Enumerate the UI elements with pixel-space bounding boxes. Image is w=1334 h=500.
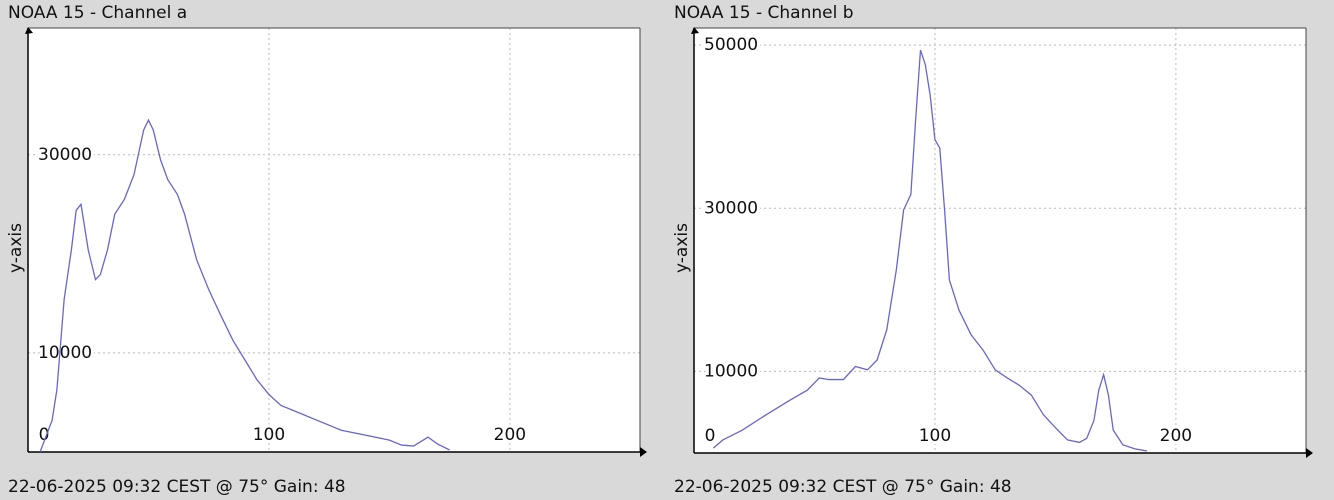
status-footer: 22-06-2025 09:32 CEST @ 75° Gain: 48 xyxy=(674,477,1012,497)
x-axis-arrow xyxy=(640,447,647,457)
y-tick-label: 30000 xyxy=(704,198,758,218)
status-footer: 22-06-2025 09:32 CEST @ 75° Gain: 48 xyxy=(8,477,346,497)
x-tick-label: 200 xyxy=(494,425,526,445)
data-line xyxy=(39,118,450,453)
y-axis-arrow xyxy=(691,27,699,34)
chart-title: NOAA 15 - Channel a xyxy=(8,3,187,23)
x-axis-arrow xyxy=(1306,448,1313,458)
chart-title: NOAA 15 - Channel b xyxy=(674,3,854,23)
x-tick-label: 100 xyxy=(253,425,285,445)
y-axis-label: y-axis xyxy=(6,223,26,273)
data-line xyxy=(712,49,1148,452)
y-tick-label: 10000 xyxy=(38,343,92,363)
x-tick-label: 0 xyxy=(705,426,716,446)
x-tick-label: 200 xyxy=(1160,426,1192,446)
x-tick-label: 100 xyxy=(919,426,951,446)
y-axis-arrow xyxy=(25,27,33,34)
y-tick-label: 30000 xyxy=(38,145,92,165)
y-tick-label: 50000 xyxy=(704,35,758,55)
y-axis-label: y-axis xyxy=(672,223,692,273)
y-tick-label: 10000 xyxy=(704,361,758,381)
x-tick-label: 0 xyxy=(39,425,50,445)
plot-area xyxy=(28,28,640,452)
plot-area xyxy=(694,28,1306,453)
